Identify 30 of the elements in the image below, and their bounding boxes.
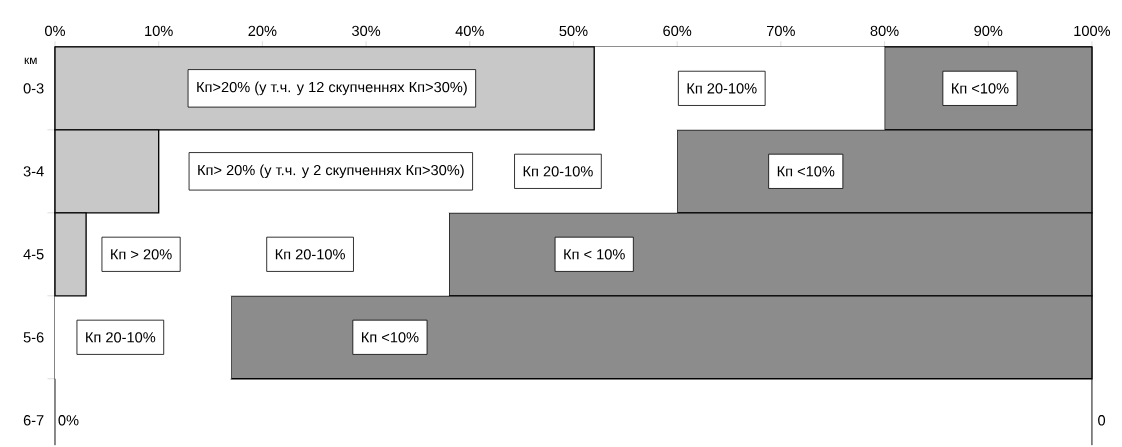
annotation: Кп <10% [952,83,1009,94]
y-axis-title: км [24,57,37,64]
x-tick-label: 40% [455,25,484,37]
annotation: Кп > 20% [111,249,172,260]
annotation: Кп <10% [362,332,419,343]
x-tick-label: 0% [45,25,66,37]
annotation: Кп> 20% (у т.ч. у 2 скупченнях Кп>30%) [198,164,464,179]
annotation: Кп 20-10% [86,332,156,343]
y-tick-label: 6-7 [23,415,44,426]
x-tick-label: 10% [145,25,173,37]
x-tick-label: 70% [766,25,795,37]
annotation: Кп <10% [777,166,835,177]
y-tick-label: 0-3 [23,83,44,94]
annotation: Кп 20-10% [275,249,345,260]
y-tick-label: 4-5 [23,249,44,260]
y-tick-label: 5-6 [23,332,44,343]
annotation: Кп 20-10% [687,83,757,94]
x-tick-label: 50% [559,25,588,37]
x-tick-label: 60% [663,25,692,37]
x-tick-label: 30% [352,25,381,37]
annotation: Кп>20% (у т.ч. у 12 скупченнях Кп>30%) [197,81,467,96]
x-tick-label: 100% [1074,25,1111,37]
annotation: 0% [58,415,79,426]
y-tick-label: 3-4 [23,166,44,177]
annotation: Кп < 10% [564,249,625,260]
text: 0 [1098,415,1106,426]
annotation: Кп 20-10% [523,166,593,177]
x-tick-label: 20% [248,25,277,37]
x-tick-label: 90% [974,25,1003,37]
x-tick-label: 80% [870,25,899,37]
